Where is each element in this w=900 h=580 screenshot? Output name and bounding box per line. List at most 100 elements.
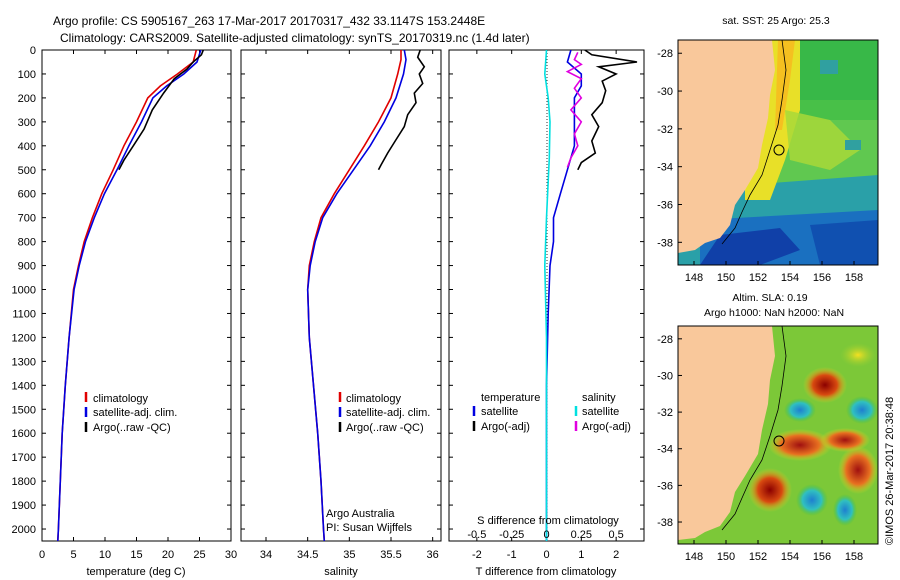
temperature-x-axis: 0 5 10 15 20 25 30 [39, 50, 237, 561]
depth-axis: 0 100 200 300 400 500 600 700 800 900 1000 1100 1200… [12, 45, 231, 536]
depth-tick-label: 1700 [12, 452, 36, 464]
sst-map-image [678, 40, 878, 265]
map-x-tick-label: 148 [685, 272, 703, 284]
legend-label-t-argo: Argo(-adj) [481, 421, 530, 433]
land-mask [678, 40, 775, 253]
x-tick-label: 36 [427, 549, 439, 561]
depth-tick-label: 1600 [12, 428, 36, 440]
depth-tick-label: 400 [18, 141, 36, 153]
map-x-tick-label: 150 [717, 551, 735, 563]
salinity-lines [306, 50, 426, 541]
salinity-xlabel: salinity [324, 566, 358, 578]
depth-tick-label: 2000 [12, 524, 36, 536]
x-tick-label: 30 [225, 549, 237, 561]
sst-map-axes: 148 150 152 154 156 158 -28 -30 -32 -34 -36 -38 [657, 48, 863, 284]
difference-lines [543, 50, 638, 541]
imos-credit: ©IMOS 26-Mar-2017 20:38:48 [884, 397, 896, 545]
depth-tick-label: 1500 [12, 404, 36, 416]
map-x-tick-label: 156 [813, 551, 831, 563]
map-y-tick-label: -38 [657, 237, 673, 249]
depth-tick-label: 100 [18, 69, 36, 81]
argo-position-marker [773, 144, 785, 156]
legend-header-temperature: temperature [481, 392, 540, 404]
x-tick-label: 34.5 [297, 549, 318, 561]
x-tick-label: 5 [70, 549, 76, 561]
depth-tick-label: 300 [18, 117, 36, 129]
depth-tick-label: 700 [18, 213, 36, 225]
legend-label-s-argo: Argo(-adj) [582, 421, 631, 433]
map-y-tick-label: -30 [657, 370, 673, 382]
salinity-x-axis: 34 34.5 35 35.5 36 [260, 50, 439, 561]
legend-header-salinity: salinity [582, 392, 616, 404]
depth-tick-label: 1200 [12, 332, 36, 344]
series-line-argo-raw-qc- [118, 50, 205, 171]
x-tick-label: 35 [343, 549, 355, 561]
sst-map-title: sat. SST: 25 Argo: 25.3 [722, 15, 830, 27]
series-line-argo-adj- [577, 50, 638, 171]
depth-tick-label: 500 [18, 165, 36, 177]
s-difference-ticks: -0.5 -0.25 0 0.25 0.5 [467, 529, 623, 541]
map-y-tick-label: -28 [657, 334, 673, 346]
legend-label-argo: Argo(..raw -QC) [93, 422, 171, 434]
sst-map-frame [677, 39, 879, 266]
x-tick-label: 1 [578, 549, 584, 561]
x-tick-label: 0 [543, 549, 549, 561]
figure-title-line2: Climatology: CARS2009. Satellite-adjuste… [60, 31, 530, 45]
map-x-tick-label: 158 [845, 272, 863, 284]
x-tick-label: 10 [99, 549, 111, 561]
depth-tick-label: 1900 [12, 500, 36, 512]
sla-map-image [678, 326, 878, 544]
x-tick-label: 35.5 [380, 549, 401, 561]
map-x-tick-label: 156 [813, 272, 831, 284]
s-tick-label: 0.5 [608, 529, 623, 541]
map-y-tick-label: -32 [657, 407, 673, 419]
isobath-1000m [721, 40, 787, 245]
x-tick-label: 34 [260, 549, 272, 561]
temperature-lines [57, 50, 205, 541]
series-line-argo-raw-qc- [377, 50, 426, 171]
depth-tick-label: 600 [18, 189, 36, 201]
map-x-tick-label: 158 [845, 551, 863, 563]
depth-tick-label: 900 [18, 261, 36, 273]
s-difference-label: S difference from climatology [477, 515, 619, 527]
salinity-legend: climatology satellite-adj. clim. Argo(..… [338, 392, 430, 434]
x-tick-label: -1 [507, 549, 517, 561]
difference-panel: -2 -1 0 1 2 temperature satellite Argo(-adj)… [448, 49, 645, 578]
x-tick-label: 15 [130, 549, 142, 561]
series-line-argo-adj- [565, 52, 583, 168]
land-mask [678, 326, 775, 540]
legend-label-argo: Argo(..raw -QC) [346, 422, 424, 434]
legend-label-climatology: climatology [93, 393, 149, 405]
map-y-tick-label: -30 [657, 86, 673, 98]
s-tick-label: 0.25 [571, 529, 592, 541]
map-x-tick-label: 152 [749, 551, 767, 563]
legend-label-satellite: satellite-adj. clim. [93, 407, 177, 419]
difference-depth-ticks [449, 49, 644, 530]
temperature-axes-frame [41, 49, 232, 542]
argo-position-marker [773, 435, 785, 447]
map-x-tick-label: 148 [685, 551, 703, 563]
sst-map-panel: sat. SST: 25 Argo: 25.3 148 150 152 154 156 1… [657, 15, 879, 284]
sla-map-panel: Altim. SLA: 0.19 Argo h1000: NaN h2000: … [657, 292, 879, 563]
salinity-panel: 34 34.5 35 35.5 36 climatology satellite-adj… [240, 49, 442, 578]
x-tick-label: 2 [613, 549, 619, 561]
difference-legend: temperature satellite Argo(-adj) salinit… [472, 392, 631, 433]
series-line-satellite-adj-clim- [57, 50, 202, 541]
map-y-tick-label: -32 [657, 124, 673, 136]
salinity-axes-frame [240, 49, 442, 542]
map-y-tick-label: -36 [657, 480, 673, 492]
salinity-annotation-line1: Argo Australia [326, 508, 395, 520]
t-difference-label: T difference from climatology [476, 566, 617, 578]
sla-map-title: Altim. SLA: 0.19 [732, 292, 807, 304]
map-y-tick-label: -34 [657, 444, 673, 456]
isobath-1000m [721, 326, 787, 531]
depth-tick-label: 1800 [12, 476, 36, 488]
depth-tick-label: 1000 [12, 285, 36, 297]
sla-map-axes: 148 150 152 154 156 158 -28 -30 -32 -34 -36 -38 [657, 334, 863, 563]
temperature-xlabel: temperature (deg C) [86, 566, 185, 578]
series-line-satellite-adj-clim- [306, 50, 407, 541]
x-tick-label: -2 [472, 549, 482, 561]
legend-label-satellite: satellite-adj. clim. [346, 407, 430, 419]
x-tick-label: 0 [39, 549, 45, 561]
